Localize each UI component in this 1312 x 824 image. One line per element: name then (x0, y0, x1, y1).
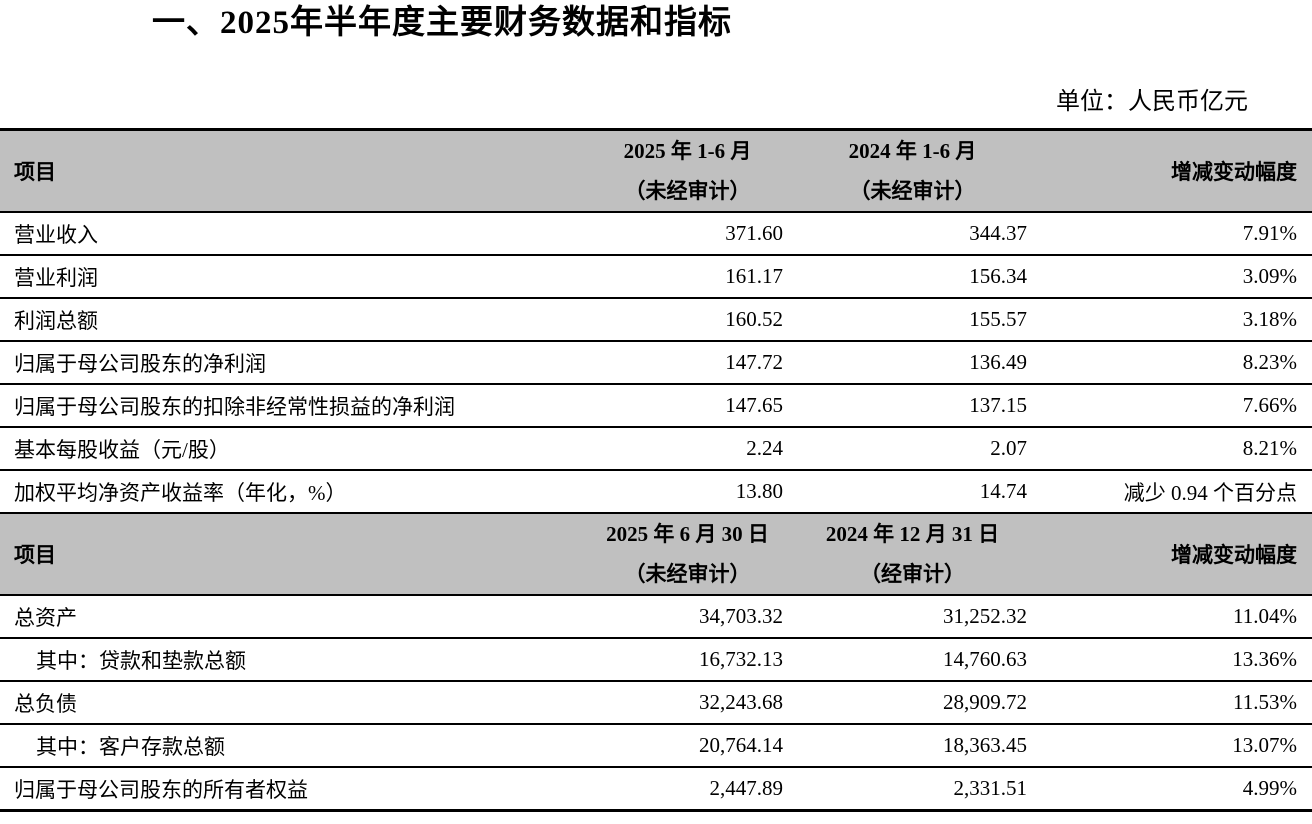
table-row-operating-income: 营业收入 371.60 344.37 7.91% (0, 212, 1312, 256)
header-item-label: 项目 (0, 128, 585, 213)
row-value-2024: 137.15 (790, 384, 1035, 428)
row-value-2025: 371.60 (585, 212, 790, 256)
row-value-2024: 28,909.72 (790, 681, 1035, 725)
row-change-value: 8.21% (1035, 427, 1312, 471)
header-col-b-line1: 2024 年 1-6 月 (848, 139, 977, 163)
row-item-label: 归属于母公司股东的净利润 (0, 341, 585, 385)
header-col-b-line2: （经审计） (860, 562, 965, 586)
row-change-value: 减少 0.94 个百分点 (1035, 470, 1312, 514)
header-col-b-line1: 2024 年 12 月 31 日 (825, 522, 1000, 546)
row-change-value: 7.91% (1035, 212, 1312, 256)
row-change-value: 13.07% (1035, 724, 1312, 768)
row-item-label: 其中：贷款和垫款总额 (0, 638, 585, 682)
row-value-2025: 160.52 (585, 298, 790, 342)
table-row-total-loans: 其中：贷款和垫款总额 16,732.13 14,760.63 13.36% (0, 638, 1312, 682)
row-item-label: 归属于母公司股东的扣除非经常性损益的净利润 (0, 384, 585, 428)
unit-label: 单位：人民币亿元 (1056, 89, 1248, 115)
row-item-label: 加权平均净资产收益率（年化，%） (0, 470, 585, 514)
row-value-2025: 32,243.68 (585, 681, 790, 725)
table-row-operating-profit: 营业利润 161.17 156.34 3.09% (0, 255, 1312, 299)
row-change-value: 3.18% (1035, 298, 1312, 342)
table-row-weighted-roe: 加权平均净资产收益率（年化，%） 13.80 14.74 减少 0.94 个百分… (0, 470, 1312, 514)
row-value-2025: 16,732.13 (585, 638, 790, 682)
row-change-value: 13.36% (1035, 638, 1312, 682)
row-item-label: 归属于母公司股东的所有者权益 (0, 767, 585, 812)
header-col-a-line1: 2025 年 6 月 30 日 (606, 522, 769, 546)
row-item-label: 营业利润 (0, 255, 585, 299)
row-value-2025: 2.24 (585, 427, 790, 471)
row-value-2024: 18,363.45 (790, 724, 1035, 768)
row-item-label: 营业收入 (0, 212, 585, 256)
row-value-2024: 31,252.32 (790, 595, 1035, 639)
header-item-label: 项目 (0, 512, 585, 596)
header-col-a-line2: （未经审计） (624, 562, 751, 586)
table-row-basic-eps: 基本每股收益（元/股） 2.24 2.07 8.21% (0, 427, 1312, 471)
table-row-net-profit-parent: 归属于母公司股东的净利润 147.72 136.49 8.23% (0, 341, 1312, 385)
header-change-label: 增减变动幅度 (1035, 128, 1312, 213)
row-value-2025: 20,764.14 (585, 724, 790, 768)
header-col-2025-date: 2025 年 6 月 30 日 （未经审计） (585, 512, 790, 596)
row-value-2024: 14.74 (790, 470, 1035, 514)
header-col-a-line1: 2025 年 1-6 月 (623, 139, 752, 163)
row-item-label: 利润总额 (0, 298, 585, 342)
row-value-2025: 2,447.89 (585, 767, 790, 812)
header-col-2024-period: 2024 年 1-6 月 （未经审计） (790, 128, 1035, 213)
table-row-total-profit: 利润总额 160.52 155.57 3.18% (0, 298, 1312, 342)
row-value-2024: 14,760.63 (790, 638, 1035, 682)
header-change-label: 增减变动幅度 (1035, 512, 1312, 596)
row-item-label: 总负债 (0, 681, 585, 725)
table-row-total-liabilities: 总负债 32,243.68 28,909.72 11.53% (0, 681, 1312, 725)
row-value-2025: 147.65 (585, 384, 790, 428)
row-value-2025: 34,703.32 (585, 595, 790, 639)
section-header-period: 项目 2025 年 1-6 月 （未经审计） 2024 年 1-6 月 （未经审… (0, 128, 1312, 213)
table-row-total-assets: 总资产 34,703.32 31,252.32 11.04% (0, 595, 1312, 639)
row-change-value: 11.53% (1035, 681, 1312, 725)
row-change-value: 3.09% (1035, 255, 1312, 299)
table-row-net-profit-deducted: 归属于母公司股东的扣除非经常性损益的净利润 147.65 137.15 7.66… (0, 384, 1312, 428)
row-value-2025: 147.72 (585, 341, 790, 385)
row-change-value: 4.99% (1035, 767, 1312, 812)
row-value-2024: 155.57 (790, 298, 1035, 342)
header-col-a-line2: （未经审计） (624, 179, 751, 203)
header-col-2025-period: 2025 年 1-6 月 （未经审计） (585, 128, 790, 213)
row-change-value: 8.23% (1035, 341, 1312, 385)
row-item-label: 基本每股收益（元/股） (0, 427, 585, 471)
row-value-2024: 136.49 (790, 341, 1035, 385)
row-item-label: 总资产 (0, 595, 585, 639)
row-value-2024: 344.37 (790, 212, 1035, 256)
row-change-value: 11.04% (1035, 595, 1312, 639)
header-col-2024-date: 2024 年 12 月 31 日 （经审计） (790, 512, 1035, 596)
row-change-value: 7.66% (1035, 384, 1312, 428)
row-item-label: 其中：客户存款总额 (0, 724, 585, 768)
financial-data-table: 项目 2025 年 1-6 月 （未经审计） 2024 年 1-6 月 （未经审… (0, 128, 1312, 812)
row-value-2024: 2,331.51 (790, 767, 1035, 812)
row-value-2024: 156.34 (790, 255, 1035, 299)
table-row-equity-parent: 归属于母公司股东的所有者权益 2,447.89 2,331.51 4.99% (0, 767, 1312, 812)
row-value-2024: 2.07 (790, 427, 1035, 471)
row-value-2025: 161.17 (585, 255, 790, 299)
section-header-balance: 项目 2025 年 6 月 30 日 （未经审计） 2024 年 12 月 31… (0, 512, 1312, 596)
table-row-total-deposits: 其中：客户存款总额 20,764.14 18,363.45 13.07% (0, 724, 1312, 768)
row-value-2025: 13.80 (585, 470, 790, 514)
page-title: 一、2025年半年度主要财务数据和指标 (152, 5, 732, 41)
header-col-b-line2: （未经审计） (849, 179, 976, 203)
